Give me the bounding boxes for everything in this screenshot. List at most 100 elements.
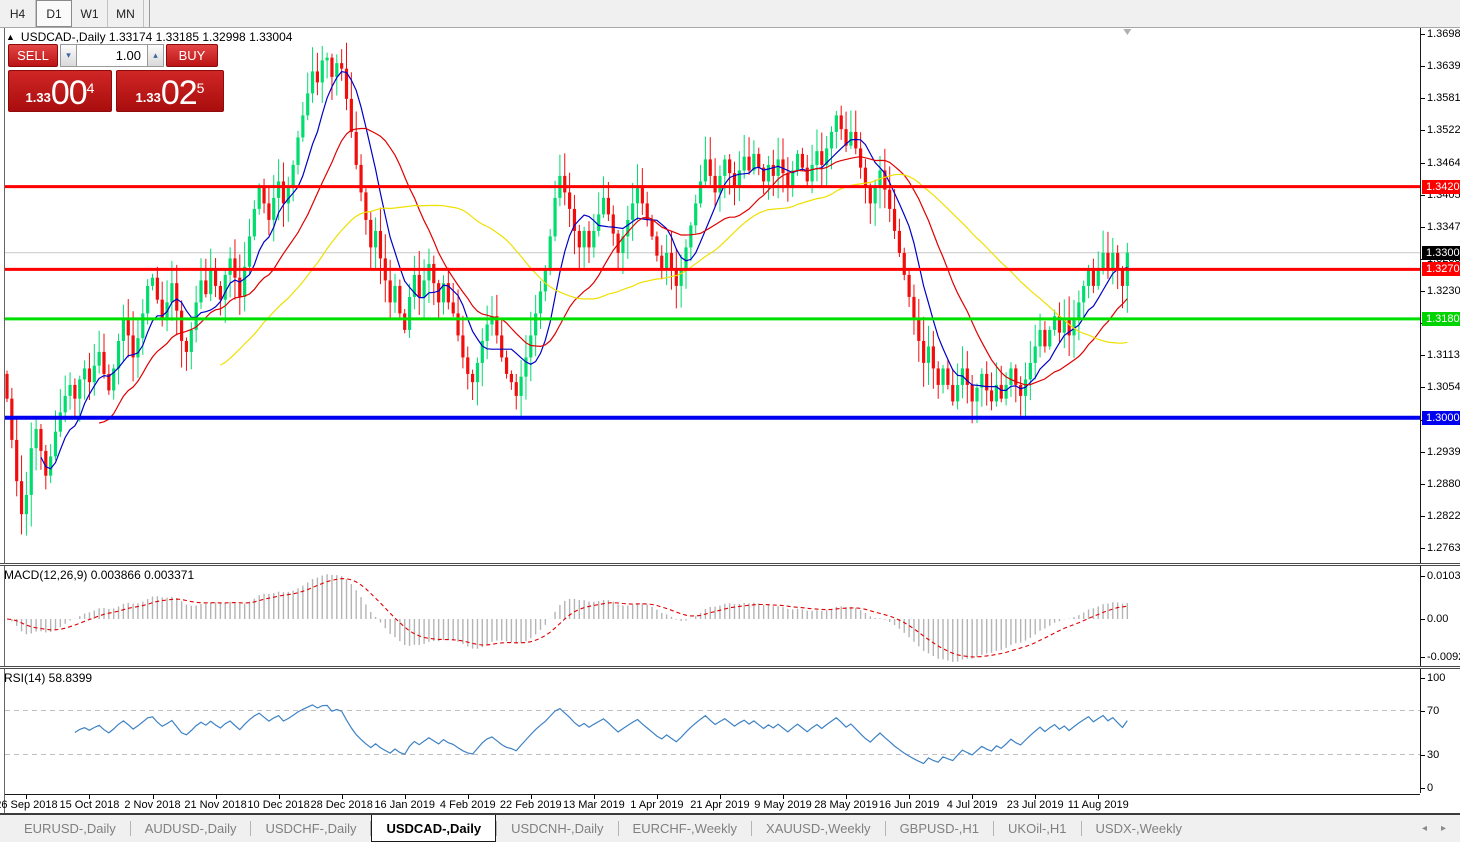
candle-body	[247, 236, 252, 267]
candle-body	[834, 115, 838, 132]
sell-price-display[interactable]: 1.33 00 4	[8, 70, 112, 112]
timeframe-button-mn[interactable]: MN	[108, 0, 144, 27]
axis-tick	[1421, 787, 1425, 789]
price-tick-label: 1.33470	[1427, 220, 1460, 233]
rsi-tick-label: 100	[1427, 671, 1446, 684]
price-tick-label: 1.30545	[1427, 381, 1460, 394]
tab-ukoil-h1[interactable]: UKOil-,H1	[1008, 821, 1067, 836]
candle-body	[262, 186, 266, 204]
one-click-trade-panel: SELL ▾ 1.00 ▴ BUY 1.33 00 4 1.33 02 5	[8, 44, 230, 112]
volume-decrease-button[interactable]: ▾	[60, 44, 77, 67]
candle-body	[606, 197, 610, 215]
tab-separator	[250, 821, 252, 836]
price-axis[interactable]: 1.369801.363951.358101.352251.346401.340…	[1420, 28, 1460, 563]
candle-body	[825, 148, 829, 165]
axis-tick	[1421, 677, 1425, 679]
date-tick-label: 28 Dec 2018	[310, 799, 373, 811]
date-tick-label: 15 Oct 2018	[59, 799, 120, 811]
candle-body	[500, 335, 504, 358]
date-tick	[404, 795, 406, 799]
timeframe-button-h4[interactable]: H4	[0, 0, 36, 27]
candle-body	[281, 181, 286, 204]
price-chart-canvas[interactable]	[5, 28, 1420, 563]
candle-body	[1038, 329, 1042, 347]
tab-audusd-daily[interactable]: AUDUSD-,Daily	[144, 821, 237, 836]
candle-body	[781, 159, 785, 174]
sell-button[interactable]: SELL	[8, 44, 58, 67]
tab-separator	[751, 821, 753, 836]
candle-body	[917, 318, 921, 341]
candle-body	[597, 214, 601, 231]
candle-body	[543, 269, 547, 292]
collapse-icon[interactable]: ▲	[6, 32, 15, 42]
volume-increase-button[interactable]: ▴	[147, 44, 164, 67]
candle-body	[994, 384, 998, 402]
candle-body	[24, 494, 28, 515]
tab-scroll-right-icon[interactable]: ▸	[1440, 823, 1446, 834]
date-tick-label: 9 May 2019	[754, 799, 812, 811]
candle-body	[723, 159, 727, 176]
candle-body	[141, 313, 145, 339]
axis-tick	[1421, 483, 1425, 485]
candle-body	[359, 164, 363, 193]
candle-body	[985, 373, 989, 391]
macd-panel[interactable]	[5, 566, 1420, 666]
candle-body	[873, 186, 877, 204]
panel-separator[interactable]	[0, 666, 1460, 669]
candle-body	[684, 247, 688, 270]
tab-separator	[993, 821, 995, 836]
buy-price-display[interactable]: 1.33 02 5	[116, 70, 224, 112]
candle-body	[374, 230, 378, 248]
volume-input[interactable]: 1.00	[77, 44, 147, 67]
date-tick-label: 21 Apr 2019	[690, 799, 750, 811]
candle-body	[223, 274, 227, 300]
price-tick-label: 1.29390	[1427, 445, 1460, 458]
candle-body	[708, 159, 712, 176]
candle-body	[941, 368, 945, 385]
buy-price-big: 02	[160, 74, 198, 112]
axis-tick	[1421, 34, 1425, 35]
candle-body	[737, 170, 741, 187]
tab-xauusd-weekly[interactable]: XAUUSD-,Weekly	[766, 821, 871, 836]
tab-usdcnh-daily[interactable]: USDCNH-,Daily	[511, 821, 604, 836]
candle-body	[926, 346, 931, 363]
candle-body	[471, 373, 475, 383]
candle-body	[655, 236, 659, 256]
tab-gbpusd-h1[interactable]: GBPUSD-,H1	[899, 821, 980, 836]
timeframe-button-d1[interactable]: D1	[36, 0, 72, 27]
timeframe-button-w1[interactable]: W1	[72, 0, 108, 27]
tab-usdchf-daily[interactable]: USDCHF-,Daily	[265, 821, 357, 836]
candle-body	[888, 189, 892, 209]
candle-body	[572, 208, 577, 231]
timeframe-toolbar: H4 D1 W1 MN	[0, 0, 1460, 28]
axis-tick	[1421, 66, 1425, 68]
candle-body	[349, 98, 353, 132]
rsi-panel[interactable]	[5, 669, 1420, 793]
tab-eurchf-weekly[interactable]: EURCHF-,Weekly	[632, 821, 738, 836]
candle-body	[689, 225, 693, 248]
panel-separator[interactable]	[0, 563, 1460, 566]
candle-body	[44, 450, 48, 476]
buy-button[interactable]: BUY	[166, 44, 218, 67]
candle-body	[49, 456, 53, 476]
moving-average-20	[98, 127, 1128, 424]
candle-body	[601, 197, 606, 215]
date-tick	[278, 795, 280, 799]
candle-body	[92, 365, 96, 383]
sell-price-sup: 4	[86, 80, 95, 96]
tab-usdcad-daily[interactable]: USDCAD-,Daily	[371, 815, 497, 842]
candle-body	[747, 156, 751, 171]
date-axis[interactable]: 26 Sep 2018 15 Oct 2018 2 Nov 2018 21 Nov 2…	[0, 794, 1420, 813]
candle-body	[635, 186, 640, 204]
price-tick-label: 1.28220	[1427, 509, 1460, 522]
candle-body	[970, 384, 974, 402]
tab-scroll-left-icon[interactable]: ◂	[1421, 823, 1427, 834]
tab-eurusd-daily[interactable]: EURUSD-,Daily	[24, 821, 116, 836]
axis-tick	[1421, 548, 1425, 549]
symbol-tabbar: EURUSD-,Daily AUDUSD-,Daily USDCHF-,Daily U…	[0, 813, 1460, 842]
volume-spinner: ▾ 1.00 ▴	[60, 44, 164, 67]
tab-usdx-weekly[interactable]: USDX-,Weekly	[1095, 821, 1182, 836]
candle-body	[160, 299, 164, 319]
tab-separator	[496, 821, 498, 836]
candle-body	[199, 280, 203, 303]
